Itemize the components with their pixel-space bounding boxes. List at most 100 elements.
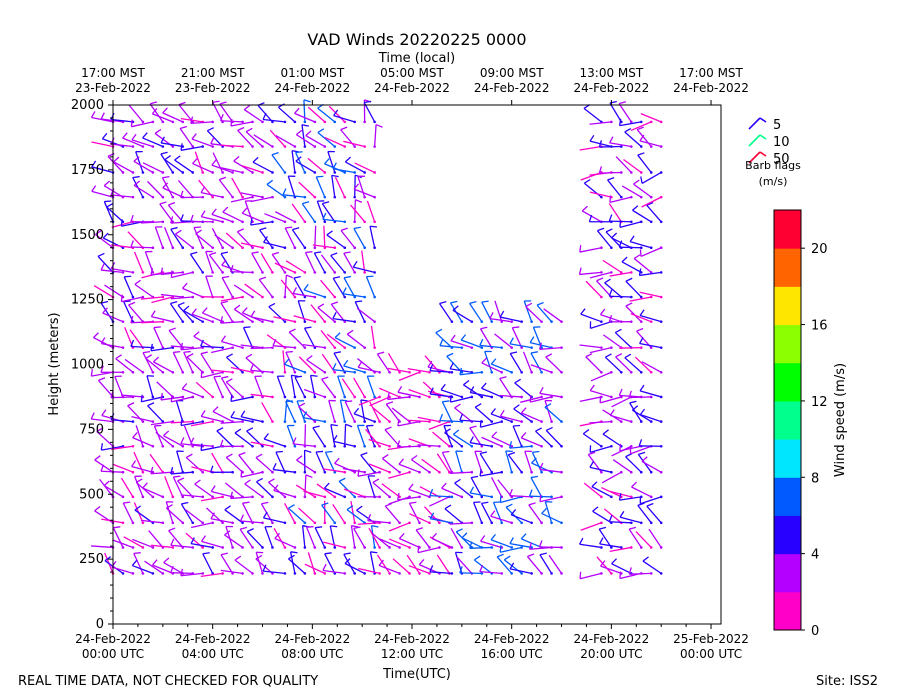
- wind-barb-staff: [354, 162, 375, 174]
- wind-barb-staff: [633, 257, 652, 273]
- wind-barb-flag: [304, 326, 312, 329]
- wind-barb-dot: [171, 370, 175, 374]
- wind-barb-staff: [220, 296, 243, 302]
- wind-barb-dot: [353, 470, 357, 474]
- wind-barb-flag: [130, 240, 134, 248]
- wind-barb-flag: [427, 360, 433, 368]
- wind-barb-flag: [245, 127, 253, 133]
- wind-barb-flag: [539, 462, 544, 470]
- wind-barb-staff: [97, 379, 114, 398]
- wind-barb-flag: [480, 535, 486, 542]
- chart-title: VAD Winds 20220225 0000: [307, 30, 526, 49]
- wind-barb-dot: [333, 295, 337, 299]
- legend-barb-flag: [759, 117, 767, 123]
- legend-label: 5: [773, 118, 781, 133]
- wind-barb-flag: [142, 351, 151, 354]
- wind-barb-dot: [261, 171, 264, 174]
- wind-barb-staff: [629, 396, 652, 399]
- wind-barb-dot: [323, 195, 327, 199]
- wind-barb-staff: [230, 496, 253, 500]
- wind-barb-flag: [101, 300, 109, 304]
- wind-barb-staff: [353, 266, 375, 274]
- wind-barb-staff: [175, 233, 194, 249]
- wind-barb-flag: [340, 126, 348, 131]
- wind-barb-flag: [479, 564, 484, 572]
- wind-barb-staff: [211, 490, 233, 498]
- wind-barb-staff: [500, 496, 522, 504]
- wind-barb-staff: [640, 496, 662, 505]
- wind-barb-flag: [529, 395, 532, 403]
- wind-barb-staff: [258, 279, 273, 298]
- wind-barb-flag: [599, 308, 606, 315]
- wind-barb-flag: [272, 462, 277, 470]
- wind-barb-staff: [633, 183, 652, 198]
- wind-barb-dot: [313, 370, 317, 374]
- wind-barb-flag: [183, 350, 191, 353]
- wind-barb-staff: [253, 134, 273, 148]
- wind-barb-staff: [104, 284, 124, 298]
- wind-barb-flag: [193, 226, 202, 229]
- wind-barb-dot: [540, 420, 543, 423]
- wind-barb-flag: [180, 418, 183, 426]
- wind-barb-staff: [328, 400, 336, 422]
- wind-barb-dot: [398, 370, 401, 374]
- wind-barb-dot: [323, 420, 327, 423]
- wind-barb-staff: [151, 296, 173, 304]
- wind-barb-dot: [261, 444, 264, 448]
- wind-barb-dot: [353, 521, 357, 525]
- wind-barb-flag: [444, 504, 452, 510]
- wind-barb-flag: [479, 338, 484, 346]
- wind-barb-staff: [194, 151, 204, 173]
- wind-barb-flag: [193, 331, 200, 337]
- wind-barb-staff: [639, 271, 662, 277]
- wind-barb-dot: [600, 470, 603, 474]
- wind-barb-staff: [104, 560, 124, 574]
- wind-barb-flag: [513, 404, 520, 410]
- wind-barb-staff: [346, 333, 366, 349]
- wind-barb-dot: [610, 546, 613, 549]
- wind-barb-staff: [142, 352, 154, 373]
- wind-barb-staff: [171, 396, 193, 403]
- wind-barb-staff: [183, 310, 204, 323]
- wind-barb-dot: [313, 295, 317, 299]
- wind-barb-staff: [112, 539, 134, 549]
- wind-barb-staff: [133, 160, 154, 174]
- wind-barb-dot: [293, 444, 297, 448]
- wind-barb-dot: [241, 444, 244, 448]
- wind-barb-flag: [386, 401, 394, 405]
- wind-barb-staff: [460, 339, 483, 349]
- wind-barb-staff: [100, 302, 114, 323]
- wind-barb-dot: [261, 120, 264, 124]
- wind-barb-staff: [334, 462, 355, 473]
- wind-barb-dot: [363, 370, 366, 374]
- wind-barb-dot: [241, 246, 244, 250]
- wind-barb-staff: [494, 300, 503, 322]
- wind-barb-staff: [220, 144, 243, 148]
- wind-barb-dot: [659, 271, 663, 274]
- wind-barb-staff: [321, 378, 336, 398]
- colorbar-tick-label: 20: [811, 242, 828, 257]
- wind-barb-dot: [343, 444, 347, 448]
- wind-barb-staff: [165, 507, 184, 524]
- wind-barb-staff: [179, 128, 194, 147]
- wind-barb-dot: [231, 171, 234, 174]
- wind-barb-dot: [353, 195, 357, 199]
- wind-barb-staff: [296, 459, 316, 473]
- wind-barb-dot: [131, 420, 135, 423]
- wind-barb-dot: [510, 370, 513, 374]
- wind-barb-staff: [140, 296, 163, 300]
- wind-barb-staff: [245, 131, 263, 148]
- wind-barb-flag: [509, 537, 514, 544]
- wind-barb-dot: [191, 470, 195, 474]
- wind-barb-flag: [629, 400, 637, 404]
- wind-barb-staff: [629, 572, 652, 575]
- wind-barb-staff: [190, 121, 213, 125]
- wind-barb-flag: [638, 451, 646, 455]
- wind-barb-staff: [240, 242, 263, 249]
- wind-barb-dot: [560, 521, 563, 525]
- wind-barb-flag: [127, 402, 135, 407]
- wind-barb-dot: [418, 370, 421, 374]
- wind-barb-flag: [356, 505, 363, 511]
- wind-barb-staff: [293, 315, 316, 323]
- wind-barb-flag: [490, 408, 496, 415]
